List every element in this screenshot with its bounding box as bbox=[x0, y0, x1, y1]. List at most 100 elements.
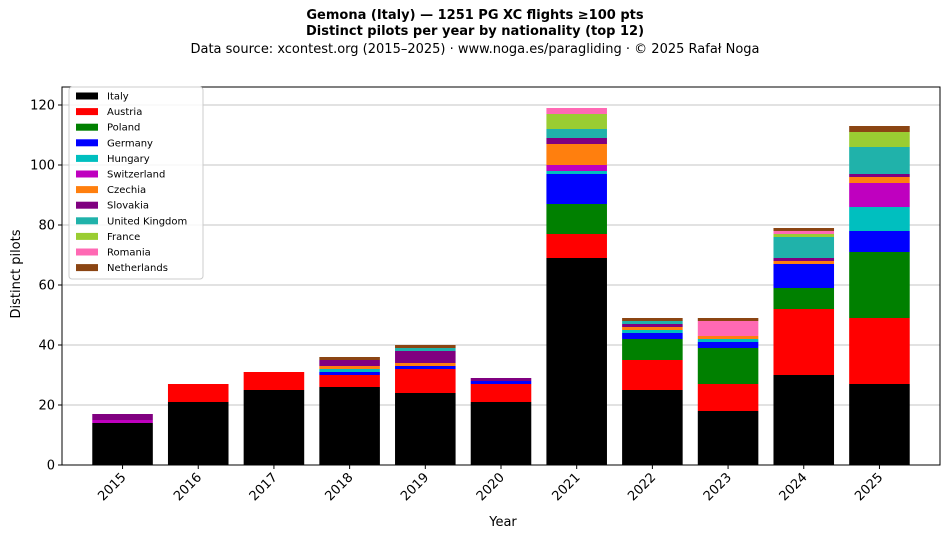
bar-segment-austria-2020 bbox=[470, 384, 532, 402]
x-tick-label: 2019 bbox=[398, 470, 432, 504]
bar-segment-italy-2023 bbox=[697, 411, 759, 465]
chart-title: Gemona (Italy) — 1251 PG XC flights ≥100… bbox=[306, 8, 644, 23]
bar-segment-austria-2022 bbox=[622, 360, 683, 390]
bar-segment-poland-2021 bbox=[546, 204, 607, 234]
legend-entry: Switzerland bbox=[107, 170, 165, 181]
bar-segment-italy-2022 bbox=[622, 390, 683, 465]
bar-segment-slovakia-2015 bbox=[92, 414, 153, 420]
legend-entry: Slovakia bbox=[107, 201, 149, 212]
bar-segment-czechia-2022 bbox=[622, 327, 683, 330]
legend-entry: Italy bbox=[107, 92, 129, 103]
legend-entry: United Kingdom bbox=[107, 216, 187, 227]
bar-segment-germany-2018 bbox=[319, 372, 380, 375]
legend-swatch bbox=[76, 170, 98, 178]
y-tick-label: 120 bbox=[30, 99, 55, 114]
y-axis-label: Distinct pilots bbox=[9, 229, 24, 318]
bar-segment-united-kingdom-2025 bbox=[849, 147, 910, 174]
bar-segment-netherlands-2019 bbox=[395, 345, 456, 348]
legend-entry: Romania bbox=[107, 248, 151, 259]
bar-segment-italy-2017 bbox=[243, 390, 305, 465]
x-tick-label: 2016 bbox=[171, 470, 205, 504]
bar-segment-slovakia-2019 bbox=[395, 351, 456, 363]
legend-entry: Poland bbox=[107, 123, 140, 134]
bar-segment-switzerland-2015 bbox=[92, 420, 153, 423]
chart-title-second-line: Distinct pilots per year by nationality … bbox=[305, 24, 645, 39]
bar-segment-slovakia-2024 bbox=[773, 258, 835, 261]
bar-segment-hungary-2025 bbox=[849, 207, 910, 231]
bar-segment-slovakia-2020 bbox=[470, 378, 532, 381]
bar-segment-romania-2024 bbox=[773, 231, 835, 234]
bar-segment-italy-2021 bbox=[546, 258, 607, 465]
y-tick-label: 80 bbox=[38, 219, 55, 234]
x-tick-label: 2025 bbox=[852, 470, 886, 504]
bar-segment-austria-2023 bbox=[697, 384, 759, 411]
bar-segment-poland-2022 bbox=[622, 339, 683, 360]
bar-segment-germany-2025 bbox=[849, 231, 910, 252]
bar-segment-austria-2024 bbox=[773, 309, 835, 375]
bar-segment-united-kingdom-2024 bbox=[773, 237, 835, 258]
bar-segment-austria-2025 bbox=[849, 318, 910, 384]
bar-segment-italy-2025 bbox=[849, 384, 910, 465]
legend-entry: Netherlands bbox=[107, 263, 168, 274]
x-tick-label: 2020 bbox=[474, 470, 508, 504]
legend-entry: Czechia bbox=[107, 185, 146, 196]
bar-segment-romania-2023 bbox=[697, 321, 759, 336]
legend: Italy Austria Poland Germany Hungary Switzerl… bbox=[68, 86, 204, 280]
x-tick-label: 2017 bbox=[247, 470, 281, 504]
bar-segment-austria-2021 bbox=[546, 234, 607, 258]
legend-entry: Germany bbox=[107, 138, 153, 149]
bar-segment-hungary-2022 bbox=[622, 330, 683, 333]
bar-segment-france-2024 bbox=[773, 234, 835, 237]
bar-segment-france-2021 bbox=[546, 114, 607, 129]
y-tick-label: 40 bbox=[38, 339, 55, 354]
bar-segment-germany-2021 bbox=[546, 174, 607, 204]
y-tick-label: 60 bbox=[38, 279, 55, 294]
bar-segment-italy-2019 bbox=[395, 393, 456, 465]
bar-segment-netherlands-2024 bbox=[773, 228, 835, 231]
bar-segment-czechia-2024 bbox=[773, 261, 835, 264]
bar-segment-netherlands-2022 bbox=[622, 318, 683, 321]
legend-swatch bbox=[76, 217, 98, 225]
bar-segment-czechia-2021 bbox=[546, 144, 607, 165]
x-tick-label: 2024 bbox=[777, 470, 811, 504]
bar-segment-united-kingdom-2022 bbox=[622, 321, 683, 324]
bar-segment-switzerland-2021 bbox=[546, 165, 607, 171]
bar-segment-switzerland-2025 bbox=[849, 183, 910, 207]
x-axis: 2015 2016 2017 2018 2019 2020 2021 2022 2023 2024… bbox=[95, 465, 886, 504]
legend-swatch bbox=[76, 108, 98, 116]
bar-segment-czechia-2019 bbox=[395, 363, 456, 366]
bar-segment-czechia-2025 bbox=[849, 177, 910, 183]
bar-segment-italy-2020 bbox=[470, 402, 532, 465]
legend-swatch bbox=[76, 139, 98, 147]
bar-segment-netherlands-2023 bbox=[697, 318, 759, 321]
bar-segment-austria-2019 bbox=[395, 369, 456, 393]
legend-swatch bbox=[76, 232, 98, 240]
bar-segment-slovakia-2021 bbox=[546, 138, 607, 144]
bar-segment-slovakia-2022 bbox=[622, 324, 683, 327]
legend-entry: Austria bbox=[107, 107, 142, 118]
bar-segment-germany-2019 bbox=[395, 366, 456, 369]
legend-swatch bbox=[76, 201, 98, 209]
x-tick-label: 2023 bbox=[701, 470, 735, 504]
legend-swatch bbox=[76, 186, 98, 194]
bar-segment-slovakia-2018 bbox=[319, 360, 380, 366]
bar-segment-netherlands-2025 bbox=[849, 126, 910, 132]
y-tick-label: 0 bbox=[47, 459, 55, 474]
bar-segment-austria-2017 bbox=[243, 372, 305, 390]
bar-segment-united-kingdom-2019 bbox=[395, 348, 456, 351]
bar-segment-netherlands-2018 bbox=[319, 357, 380, 360]
bar-stacks bbox=[92, 108, 910, 465]
bar-segment-germany-2023 bbox=[697, 342, 759, 348]
bar-segment-austria-2016 bbox=[167, 384, 229, 402]
x-tick-label: 2018 bbox=[322, 470, 356, 504]
bar-segment-italy-2024 bbox=[773, 375, 835, 465]
bar-segment-hungary-2021 bbox=[546, 171, 607, 174]
bar-segment-united-kingdom-2021 bbox=[546, 129, 607, 138]
bar-segment-germany-2020 bbox=[470, 381, 532, 384]
y-tick-label: 20 bbox=[38, 399, 55, 414]
bar-segment-germany-2022 bbox=[622, 333, 683, 339]
bar-segment-italy-2018 bbox=[319, 387, 380, 465]
chart-subtitle: Data source: xcontest.org (2015–2025) · … bbox=[190, 42, 760, 57]
